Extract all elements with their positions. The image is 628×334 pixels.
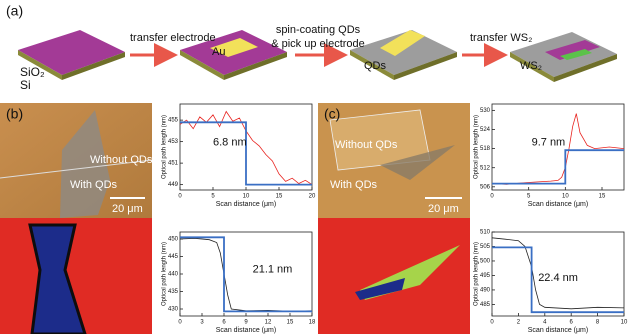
label: Without QDs [335,139,398,151]
x-tick-label: 15 [276,194,283,200]
chart: 0 2 4 6 8 10 485 490 495 500 505 510 Scan distance (… [474,230,628,334]
scale-bar: 20 μm [112,203,143,215]
label: Au [212,46,225,58]
x-tick-label: 2 [517,320,521,326]
panel-label: (a) [6,3,23,19]
x-tick-label: 10 [621,320,628,326]
x-axis-label: Scan distance (μm) [216,327,276,334]
panel-label: (c) [324,106,340,122]
x-tick-label: 18 [309,320,316,326]
x-axis-label: Scan distance (μm) [528,201,588,208]
y-tick-label: 440 [168,272,179,278]
annotation: 21.1 nm [253,264,293,276]
x-tick-label: 20 [309,194,316,200]
annotation: 22.4 nm [538,272,578,284]
y-axis-label: Optical path length (nm) [162,115,168,179]
x-tick-label: 0 [178,320,182,326]
y-tick-label: 506 [480,184,491,190]
x-tick-label: 12 [265,320,272,326]
step-fit [492,150,624,183]
step-label: transfer electrode [130,32,216,44]
y-axis-label: Optical path length (nm) [474,242,480,306]
micrograph-b: (b) Without QDs With QDs 20 μm [0,103,153,334]
figure: (a) SiO₂ Si transfer electrode Au spin-c… [0,0,628,334]
y-tick-label: 490 [480,288,491,294]
y-tick-label: 430 [168,307,179,313]
y-tick-label: 450 [168,237,179,243]
y-tick-label: 435 [168,289,179,295]
x-tick-label: 6 [222,320,226,326]
label: Si [20,78,31,92]
y-tick-label: 505 [480,244,491,250]
scale-bar: 20 μm [428,203,459,215]
chart: 0 5 10 15 506 512 518 524 530 Scan distance (μm) O… [474,104,624,208]
x-tick-label: 3 [200,320,204,326]
label: Without QDs [90,154,153,166]
x-tick-label: 10 [562,194,569,200]
x-tick-label: 5 [211,194,215,200]
step-fit [180,122,312,184]
schematic: (a) SiO₂ Si transfer electrode Au spin-c… [6,3,617,92]
x-tick-label: 4 [543,320,547,326]
x-tick-label: 8 [596,320,600,326]
x-tick-label: 15 [287,320,294,326]
chart: 0 3 6 9 12 15 18 430 435 440 445 450 Scan distance (… [162,232,316,334]
step-label: transfer WS₂ [470,32,532,44]
y-tick-label: 453 [168,139,179,145]
y-tick-label: 451 [168,161,179,167]
y-axis-label: Optical path length (nm) [474,115,480,179]
y-tick-label: 455 [168,118,179,124]
x-tick-label: 0 [178,194,182,200]
annotation: 6.8 nm [213,137,247,149]
annotation: 9.7 nm [532,137,566,149]
step-label: spin-coating QDs [276,24,361,36]
x-tick-label: 0 [490,194,494,200]
y-tick-label: 524 [480,127,491,133]
profile-line [492,114,624,185]
y-tick-label: 518 [480,146,491,152]
chart: 0 5 10 15 20 449 451 453 455 Scan distance (μm) Op… [162,104,316,208]
x-tick-label: 5 [527,194,531,200]
label: WS₂ [520,60,542,72]
x-tick-label: 15 [599,194,606,200]
x-axis-label: Scan distance (μm) [528,327,588,334]
x-tick-label: 9 [244,320,248,326]
micrograph-c: (c) Without QDs With QDs 20 μm [318,103,470,334]
step-label: & pick up electrode [271,38,365,50]
x-tick-label: 0 [490,320,494,326]
x-tick-label: 6 [570,320,574,326]
y-tick-label: 510 [480,230,491,236]
chip [350,30,457,80]
label: SiO₂ [20,65,45,79]
panel-label: (b) [6,106,23,122]
y-tick-label: 530 [480,108,491,114]
x-axis-label: Scan distance (μm) [216,201,276,208]
y-tick-label: 485 [480,302,491,308]
label: With QDs [330,179,378,191]
y-tick-label: 449 [168,182,179,188]
label: QDs [364,60,387,72]
x-tick-label: 10 [243,194,250,200]
y-tick-label: 495 [480,273,491,279]
y-tick-label: 512 [480,165,491,171]
y-tick-label: 500 [480,259,491,265]
y-tick-label: 445 [168,254,179,260]
y-axis-label: Optical path length (nm) [162,242,168,306]
label: With QDs [70,179,118,191]
